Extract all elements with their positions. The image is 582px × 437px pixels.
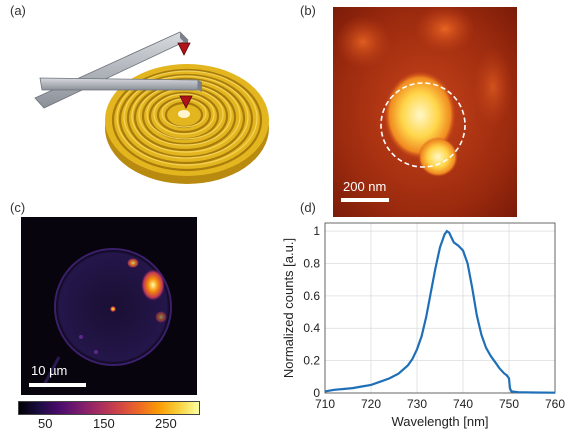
y-tick-label: 0 bbox=[313, 386, 320, 400]
y-tick-label: 0.2 bbox=[303, 354, 320, 368]
lower-tip-icon bbox=[179, 95, 193, 109]
highlight-circle bbox=[380, 82, 466, 168]
particle-small bbox=[418, 137, 458, 177]
y-tick-label: 0.6 bbox=[303, 289, 320, 303]
y-tick-label: 0.4 bbox=[303, 321, 320, 335]
cell-outline bbox=[54, 248, 172, 366]
scalebar-c-label: 10 µm bbox=[31, 363, 68, 378]
panel-d-label: (d) bbox=[300, 200, 316, 215]
chart-ticks: 710 720 730 740 750 760 0 0.2 0.4 0.6 0.8 1 bbox=[303, 224, 565, 411]
x-tick-label: 730 bbox=[407, 397, 427, 411]
x-tick-label: 740 bbox=[453, 397, 473, 411]
x-tick-label: 760 bbox=[545, 397, 565, 411]
fluorescence-image: 10 µm bbox=[21, 217, 197, 395]
afm-image: 200 nm bbox=[333, 7, 517, 217]
panel-b-label: (b) bbox=[300, 3, 316, 18]
colorbar-tick: 150 bbox=[93, 416, 115, 431]
center-hole bbox=[178, 110, 190, 118]
scalebar-c bbox=[29, 383, 86, 387]
scalebar-b bbox=[341, 198, 389, 202]
x-tick-label: 720 bbox=[361, 397, 381, 411]
x-tick-label: 750 bbox=[499, 397, 519, 411]
colorbar-tick: 50 bbox=[38, 416, 53, 431]
lower-cantilever bbox=[39, 77, 199, 91]
panel-a-label: (a) bbox=[10, 3, 26, 18]
x-tick-label: 710 bbox=[315, 397, 335, 411]
y-tick-label: 0.8 bbox=[303, 256, 320, 270]
chart-frame bbox=[324, 222, 556, 394]
upper-tip-icon bbox=[177, 42, 191, 56]
spiral-illustration bbox=[34, 31, 269, 184]
colorbar-tick: 250 bbox=[155, 416, 177, 431]
panel-c-label: (c) bbox=[10, 200, 26, 215]
y-tick-label: 1 bbox=[313, 224, 320, 238]
scalebar-b-label: 200 nm bbox=[343, 179, 387, 194]
spectrum-line bbox=[324, 229, 556, 394]
x-axis-label: Wavelength [nm] bbox=[391, 414, 488, 429]
colorbar bbox=[18, 401, 200, 415]
y-axis-label: Normalized counts [a.u.] bbox=[281, 238, 296, 378]
spectrum-chart: 710 720 730 740 750 760 0 0.2 0.4 0.6 0.8 1 Wavelen… bbox=[281, 222, 565, 429]
